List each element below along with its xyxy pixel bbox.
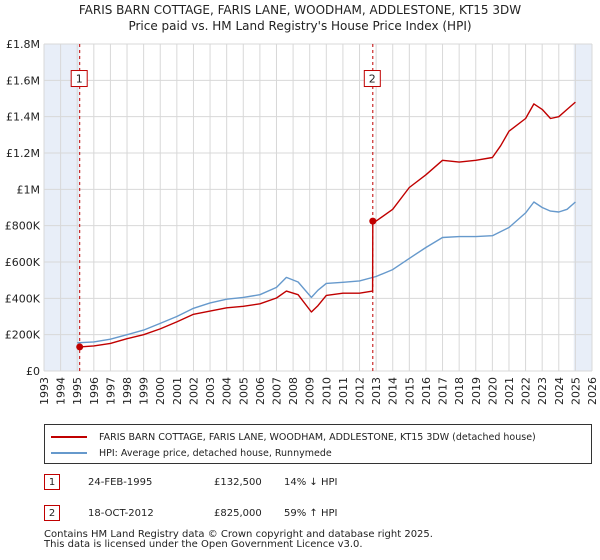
x-tick-label-2007: 2007 xyxy=(270,377,283,405)
chart-title-line-1: FARIS BARN COTTAGE, FARIS LANE, WOODHAM,… xyxy=(78,3,522,17)
chart-title-line-2: Price paid vs. HM Land Registry's House … xyxy=(128,19,472,33)
sale-marker-box-1 xyxy=(70,70,88,88)
x-tick-label-2026: 2026 xyxy=(586,377,599,405)
hpi-line xyxy=(77,201,576,344)
legend-swatch-property xyxy=(51,436,87,438)
legend-entry-hpi: HPI: Average price, detached house, Runn… xyxy=(51,446,332,460)
legend-label-property: FARIS BARN COTTAGE, FARIS LANE, WOODHAM,… xyxy=(99,431,536,443)
x-tick-label-2001: 2001 xyxy=(171,377,184,405)
sale-point-2 xyxy=(369,217,377,225)
transaction-marker-2: 2 xyxy=(44,505,60,521)
y-tick-label-600000: £600K xyxy=(5,256,41,269)
x-tick-label-2013: 2013 xyxy=(370,377,383,405)
x-tick-label-2005: 2005 xyxy=(237,377,250,405)
x-tick-label-1997: 1997 xyxy=(104,377,117,405)
x-tick-label-2004: 2004 xyxy=(221,377,234,405)
x-tick-label-2002: 2002 xyxy=(187,377,200,405)
axes: 1993 1994 1995 1996 1997 1998 1999 2000 2001 2002… xyxy=(5,38,599,405)
attribution-line-2: This data is licensed under the Open Gov… xyxy=(44,539,363,550)
x-tick-label-2017: 2017 xyxy=(437,377,450,405)
x-tick-label-1993: 1993 xyxy=(38,377,51,405)
sale-marker-label-2: 2 xyxy=(369,73,376,86)
y-tick-label-1600000: £1.6M xyxy=(6,74,40,87)
x-tick-label-2022: 2022 xyxy=(520,377,533,405)
y-tick-label-0: £0 xyxy=(26,365,40,378)
y-tick-label-1400000: £1.4M xyxy=(6,111,40,124)
x-tick-label-2011: 2011 xyxy=(337,377,350,405)
legend-swatch-hpi xyxy=(51,452,87,454)
x-tick-label-2020: 2020 xyxy=(486,377,499,405)
y-tick-label-1800000: £1.8M xyxy=(6,38,40,51)
x-tick-label-2000: 2000 xyxy=(154,377,167,405)
x-tick-label-1994: 1994 xyxy=(55,377,68,405)
transaction-price-2: £825,000 xyxy=(214,508,262,519)
x-tick-label-2006: 2006 xyxy=(254,377,267,405)
transaction-marker-1: 1 xyxy=(44,474,60,490)
y-tick-label-800000: £800K xyxy=(5,220,41,233)
sale-point-1 xyxy=(76,343,84,351)
x-tick-label-2021: 2021 xyxy=(503,377,516,405)
shaded-period-1 xyxy=(44,44,80,371)
x-tick-label-2023: 2023 xyxy=(536,377,549,405)
x-tick-label-2016: 2016 xyxy=(420,377,433,405)
transaction-price-1: £132,500 xyxy=(214,477,262,488)
y-tick-label-200000: £200K xyxy=(5,329,41,342)
y-tick-label-1000000: £1M xyxy=(17,183,41,196)
x-tick-label-2018: 2018 xyxy=(453,377,466,405)
x-tick-label-2024: 2024 xyxy=(553,377,566,405)
x-tick-label-2019: 2019 xyxy=(470,377,483,405)
y-tick-label-400000: £400K xyxy=(5,292,41,305)
x-tick-label-1999: 1999 xyxy=(138,377,151,405)
gridlines xyxy=(43,43,593,372)
x-tick-label-2003: 2003 xyxy=(204,377,217,405)
x-tick-label-2015: 2015 xyxy=(403,377,416,405)
shaded-periods xyxy=(44,44,592,371)
legend-label-hpi: HPI: Average price, detached house, Runn… xyxy=(99,447,332,459)
price-chart: 1993 1994 1995 1996 1997 1998 1999 2000 2001 2002… xyxy=(5,38,599,405)
transaction-date-2: 18-OCT-2012 xyxy=(88,508,154,519)
attribution-line-1: Contains HM Land Registry data © Crown c… xyxy=(44,529,433,540)
x-tick-label-2025: 2025 xyxy=(569,377,582,405)
attribution-footer: Contains HM Land Registry data © Crown c… xyxy=(44,530,433,550)
legend-entry-property: FARIS BARN COTTAGE, FARIS LANE, WOODHAM,… xyxy=(51,430,536,444)
sale-marker-box-2 xyxy=(363,70,381,88)
x-tick-label-1995: 1995 xyxy=(71,377,84,405)
transaction-date-1: 24-FEB-1995 xyxy=(88,477,153,488)
y-tick-label-1200000: £1.2M xyxy=(6,147,40,160)
x-tick-label-2008: 2008 xyxy=(287,377,300,405)
x-tick-label-1998: 1998 xyxy=(121,377,134,405)
shaded-period-2 xyxy=(573,44,592,371)
x-tick-label-2014: 2014 xyxy=(387,377,400,405)
x-tick-label-2010: 2010 xyxy=(320,377,333,405)
x-tick-label-2009: 2009 xyxy=(304,377,317,405)
transaction-hpi-change-1: 14% ↓ HPI xyxy=(284,477,338,488)
sale-marker-label-1: 1 xyxy=(76,73,83,86)
transaction-hpi-change-2: 59% ↑ HPI xyxy=(284,508,338,519)
property-price-line xyxy=(79,101,576,348)
x-tick-label-2012: 2012 xyxy=(354,377,367,405)
series-lines xyxy=(77,101,576,348)
x-tick-label-1996: 1996 xyxy=(88,377,101,405)
chart-legend: FARIS BARN COTTAGE, FARIS LANE, WOODHAM,… xyxy=(44,424,592,464)
